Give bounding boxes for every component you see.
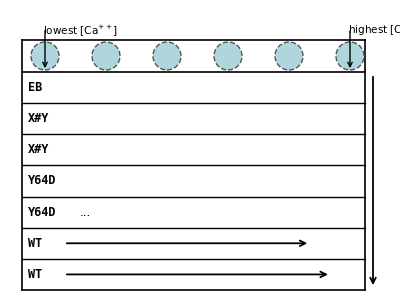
Circle shape — [275, 42, 303, 70]
Text: Y64D: Y64D — [28, 175, 56, 188]
Circle shape — [31, 42, 59, 70]
Circle shape — [214, 42, 242, 70]
Circle shape — [92, 42, 120, 70]
Text: WT: WT — [28, 268, 42, 281]
Text: ...: ... — [80, 206, 91, 219]
Circle shape — [336, 42, 364, 70]
Text: X#Y: X#Y — [28, 143, 49, 156]
Text: Y64D: Y64D — [28, 206, 56, 219]
Text: EB: EB — [28, 81, 42, 94]
Text: X#Y: X#Y — [28, 112, 49, 125]
Text: highest [Ca$^{++}$]: highest [Ca$^{++}$] — [348, 23, 400, 38]
Circle shape — [153, 42, 181, 70]
Text: WT: WT — [28, 237, 42, 250]
Text: lowest [Ca$^{++}$]: lowest [Ca$^{++}$] — [43, 23, 118, 38]
